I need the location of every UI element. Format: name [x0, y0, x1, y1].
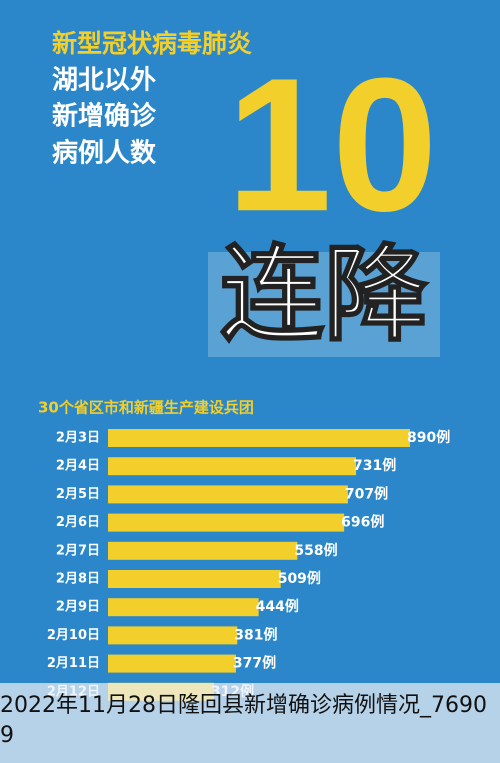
category-label: 2月7日 [56, 543, 100, 558]
category-label: 2月11日 [47, 656, 100, 671]
value-label: 731例 [353, 457, 396, 474]
value-label: 381例 [234, 626, 277, 643]
value-label: 696例 [341, 514, 384, 531]
category-label: 2月9日 [56, 600, 100, 615]
bar [108, 485, 348, 504]
category-label: 2月4日 [56, 459, 100, 474]
bar [108, 513, 345, 532]
big-text: 连降 [220, 233, 428, 355]
category-label: 2月6日 [56, 515, 100, 530]
category-label: 2月3日 [56, 431, 100, 446]
value-label: 509例 [278, 570, 321, 587]
category-label: 2月10日 [47, 628, 100, 643]
panel [208, 252, 440, 357]
value-label: 444例 [256, 598, 299, 615]
category-label: 2月8日 [56, 572, 100, 587]
value-label: 377例 [233, 655, 276, 672]
value-label: 890例 [407, 429, 450, 446]
bar [108, 598, 259, 617]
bar [108, 654, 236, 673]
headline: 湖北以外 [52, 66, 156, 96]
bar [108, 626, 238, 645]
bar [108, 570, 281, 588]
headline: 病例人数 [52, 139, 157, 169]
value-label: 558例 [294, 542, 337, 559]
bar [108, 541, 298, 560]
bar [108, 457, 357, 476]
headline: 新增确诊 [52, 101, 157, 132]
big-number: 10 [226, 39, 437, 251]
subtitle: 30个省区市和新疆生产建设兵团 [38, 399, 254, 417]
value-label: 707例 [345, 485, 388, 502]
category-label: 2月5日 [56, 487, 100, 502]
chart-title: 新型冠状病毒肺炎 [52, 29, 252, 58]
caption: 2022年11月28日隆回县新增确诊病例情况_76909 [0, 683, 500, 763]
bar [108, 429, 410, 447]
